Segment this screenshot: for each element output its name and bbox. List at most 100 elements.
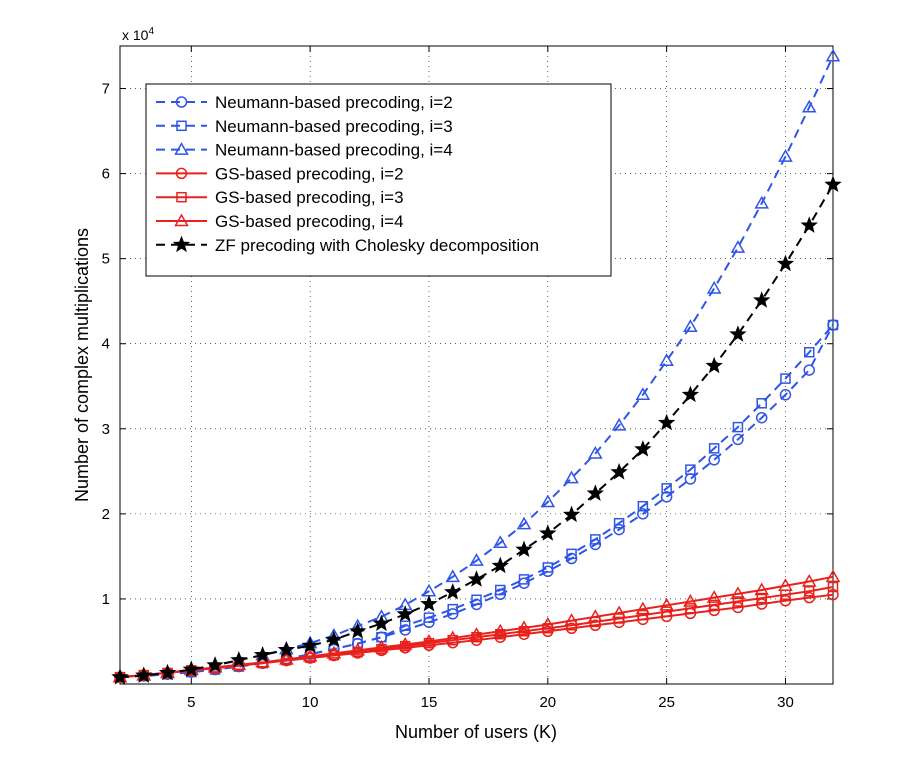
data-point — [279, 651, 294, 665]
data-point — [611, 605, 627, 619]
legend-label: ZF precoding with Cholesky decomposition — [215, 236, 539, 255]
data-point — [780, 373, 791, 384]
data-point — [754, 195, 769, 209]
data-point — [613, 523, 625, 536]
data-point — [681, 385, 700, 403]
data-point — [729, 325, 747, 342]
x-tick-label: 15 — [421, 694, 438, 711]
data-point — [423, 612, 435, 623]
legend-label: Neumann-based precoding, i=3 — [215, 117, 453, 136]
legend-item: ZF precoding with Cholesky decomposition — [156, 235, 539, 255]
legend-item: Neumann-based precoding, i=3 — [156, 117, 453, 136]
data-point — [564, 613, 579, 626]
data-point — [661, 606, 672, 617]
data-point — [778, 149, 793, 162]
y-multiplier-label: x 104 — [122, 26, 154, 43]
series-line — [119, 324, 834, 679]
x-tick-label: 25 — [658, 694, 675, 711]
series-line — [119, 575, 834, 679]
legend-marker — [174, 142, 189, 155]
data-point — [708, 599, 720, 611]
data-point — [444, 583, 462, 600]
data-point — [803, 591, 815, 604]
data-point — [754, 582, 769, 596]
data-point — [776, 254, 795, 272]
data-point — [469, 553, 484, 566]
data-point — [566, 548, 577, 560]
data-point — [611, 417, 627, 431]
data-point — [518, 574, 530, 585]
data-point — [610, 463, 628, 480]
legend-item: GS-based precoding, i=4 — [156, 212, 404, 231]
data-point — [447, 603, 458, 615]
data-point — [827, 319, 839, 331]
data-point — [732, 596, 744, 607]
data-point — [635, 601, 651, 615]
data-point — [590, 534, 601, 545]
legend-marker — [175, 96, 188, 108]
data-point — [827, 581, 839, 593]
data-point — [420, 594, 438, 612]
y-tick-label: 5 — [102, 251, 110, 268]
data-point — [825, 569, 841, 583]
data-point — [685, 464, 696, 475]
x-tick-label: 5 — [187, 694, 195, 711]
data-point — [206, 656, 224, 673]
y-tick-label: 4 — [102, 336, 110, 353]
data-point — [374, 639, 389, 653]
data-point — [684, 473, 697, 485]
data-point — [706, 590, 722, 603]
data-point — [756, 398, 767, 409]
data-point — [753, 291, 771, 308]
legend-marker — [174, 213, 189, 227]
data-point — [372, 614, 391, 631]
data-point — [445, 630, 461, 644]
data-point — [495, 584, 506, 596]
legend: Neumann-based precoding, i=2 Neumann-base… — [145, 83, 612, 277]
y-tick-label: 1 — [102, 591, 110, 608]
data-point — [515, 540, 533, 557]
data-point — [111, 668, 129, 685]
data-point — [708, 454, 720, 466]
data-point — [326, 645, 342, 659]
legend-label: Neumann-based precoding, i=4 — [215, 141, 453, 160]
data-point — [803, 586, 815, 597]
data-point — [800, 216, 818, 233]
data-point — [540, 494, 556, 508]
data-point — [588, 609, 603, 623]
y-tick-label: 2 — [102, 506, 110, 523]
x-axis-label: Number of users (K) — [395, 722, 557, 742]
y-tick-label: 3 — [102, 421, 110, 438]
legend-item: Neumann-based precoding, i=2 — [156, 93, 453, 112]
legend-item: GS-based precoding, i=2 — [156, 164, 404, 183]
x-tick-label: 30 — [777, 694, 794, 711]
data-point — [660, 491, 673, 503]
data-point — [635, 387, 651, 401]
data-point — [471, 594, 482, 606]
legend-label: GS-based precoding, i=3 — [215, 188, 404, 207]
data-point — [825, 48, 841, 62]
data-point — [492, 623, 508, 637]
data-point — [467, 570, 486, 587]
legend-marker — [172, 235, 191, 253]
legend-box — [145, 83, 612, 277]
data-point — [613, 517, 625, 529]
data-point — [586, 484, 605, 501]
legend-label: GS-based precoding, i=4 — [215, 212, 404, 231]
data-point — [396, 605, 414, 622]
data-point — [230, 651, 248, 668]
x-tick-label: 10 — [302, 694, 319, 711]
data-point — [445, 569, 461, 583]
data-point — [158, 663, 177, 681]
data-point — [301, 636, 319, 654]
data-point — [516, 516, 532, 530]
data-point — [659, 597, 674, 611]
y-tick-label: 7 — [102, 81, 110, 98]
data-point — [302, 648, 318, 662]
data-point — [399, 620, 411, 631]
data-point — [705, 356, 723, 374]
data-point — [348, 622, 367, 639]
legend-item: GS-based precoding, i=3 — [156, 188, 404, 207]
data-point — [613, 613, 625, 624]
data-point — [135, 666, 153, 683]
